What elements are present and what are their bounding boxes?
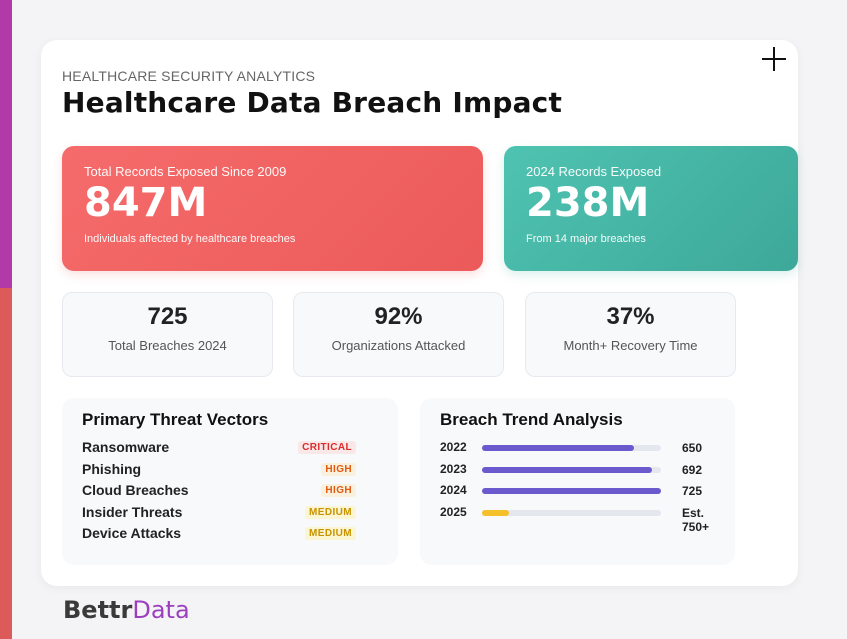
- trend-fill: [482, 488, 661, 494]
- trend-value: 725: [682, 484, 703, 498]
- records-2024-sub: From 14 major breaches: [526, 233, 646, 245]
- stat-label: Organizations Attacked: [331, 338, 466, 353]
- stat-recovery-time: 37% Month+ Recovery Time: [525, 292, 736, 377]
- trend-row: 2025 Est. 750+: [440, 504, 715, 534]
- severity-badge: MEDIUM: [305, 505, 356, 519]
- trend-track: [482, 445, 661, 451]
- list-item: Device Attacks MEDIUM: [82, 525, 378, 547]
- severity-badge: HIGH: [321, 484, 356, 497]
- trend-list: 2022 650 2023 692 2024 725 2025 Est. 750…: [440, 439, 715, 534]
- total-records-value: 847M: [84, 180, 208, 226]
- stat-label: Month+ Recovery Time: [563, 338, 698, 353]
- threat-vectors-panel: Primary Threat Vectors Ransomware CRITIC…: [62, 398, 398, 565]
- page-eyebrow: HEALTHCARE SECURITY ANALYTICS: [62, 68, 316, 84]
- trend-year: 2025: [440, 504, 467, 519]
- side-stripe-red: [0, 288, 12, 639]
- trend-track: [482, 509, 661, 516]
- stat-organizations-attacked: 92% Organizations Attacked: [293, 292, 504, 377]
- trend-track: [482, 466, 661, 473]
- threat-name: Phishing: [82, 460, 142, 477]
- stat-label: Total Breaches 2024: [108, 338, 227, 353]
- threat-name: Insider Threats: [82, 503, 183, 520]
- stat-total-breaches: 725 Total Breaches 2024: [62, 292, 273, 377]
- threat-name: Ransomware: [82, 439, 170, 455]
- list-item: Cloud Breaches HIGH: [82, 482, 378, 504]
- trend-row: 2022 650: [440, 439, 715, 461]
- severity-badge: HIGH: [321, 462, 356, 476]
- trend-year: 2023: [440, 461, 467, 476]
- trend-fill: [482, 445, 635, 451]
- brand-logo: BettrData: [63, 596, 190, 624]
- brand-logo-part1: Bettr: [63, 596, 133, 624]
- total-records-card: Total Records Exposed Since 2009 847M In…: [62, 146, 483, 271]
- list-item: Phishing HIGH: [82, 461, 378, 483]
- breach-trend-title: Breach Trend Analysis: [440, 410, 623, 429]
- trend-year: 2024: [440, 483, 467, 497]
- breach-trend-panel: Breach Trend Analysis 2022 650 2023 692 …: [420, 398, 735, 565]
- trend-value: 650: [682, 441, 703, 455]
- threat-name: Cloud Breaches: [82, 482, 189, 498]
- brand-logo-part2: Data: [132, 596, 190, 624]
- total-records-sub: Individuals affected by healthcare breac…: [84, 233, 296, 245]
- list-item: Insider Threats MEDIUM: [82, 504, 378, 526]
- threat-vectors-title: Primary Threat Vectors: [82, 410, 269, 429]
- threat-list: Ransomware CRITICAL Phishing HIGH Cloud …: [82, 439, 378, 547]
- stat-value: 92%: [374, 303, 423, 330]
- threat-name: Device Attacks: [82, 525, 182, 541]
- stat-value: 725: [147, 303, 188, 330]
- records-2024-value: 238M: [526, 180, 650, 226]
- trend-row: 2023 692: [440, 461, 715, 483]
- trend-year: 2022: [440, 440, 467, 454]
- page-title: Healthcare Data Breach Impact: [62, 86, 563, 119]
- severity-badge: CRITICAL: [298, 441, 356, 454]
- stat-value: 37%: [606, 303, 655, 330]
- trend-value: Est. 750+: [682, 505, 710, 534]
- total-records-label: Total Records Exposed Since 2009: [84, 164, 287, 179]
- records-2024-label: 2024 Records Exposed: [526, 164, 662, 179]
- list-item: Ransomware CRITICAL: [82, 439, 378, 461]
- trend-fill: [482, 466, 653, 473]
- trend-fill: [482, 509, 509, 516]
- trend-track: [482, 488, 661, 494]
- plus-icon[interactable]: [760, 45, 788, 73]
- records-2024-card: 2024 Records Exposed 238M From 14 major …: [504, 146, 798, 271]
- trend-row: 2024 725: [440, 482, 715, 504]
- trend-value: 692: [682, 462, 703, 477]
- side-stripe-purple: [0, 0, 12, 288]
- severity-badge: MEDIUM: [305, 527, 356, 540]
